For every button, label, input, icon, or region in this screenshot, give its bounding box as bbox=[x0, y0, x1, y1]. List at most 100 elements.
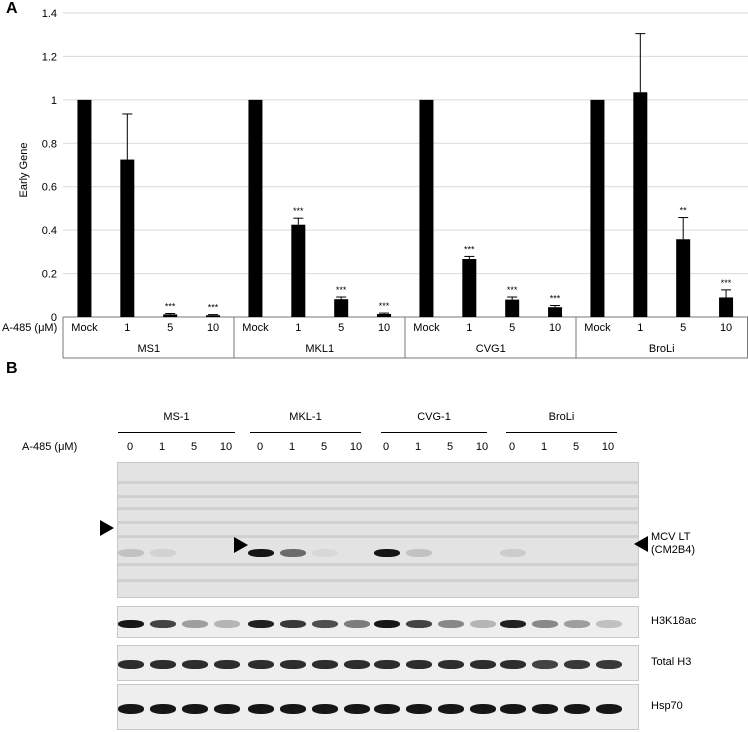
significance-label: *** bbox=[464, 244, 475, 254]
bar bbox=[120, 159, 135, 317]
blot-band bbox=[312, 620, 338, 628]
y-tick-label: 0 bbox=[51, 312, 57, 324]
lane-label: 1 bbox=[540, 441, 548, 453]
lane-label: 5 bbox=[320, 441, 328, 453]
blot-band bbox=[312, 549, 338, 557]
arrowhead-icon bbox=[234, 537, 248, 553]
early-gene-bar-chart: 00.20.40.60.811.21.4 Early Gene *** *****… bbox=[2, 8, 748, 359]
hsp70-blot-strip bbox=[117, 684, 639, 730]
nonspecific-band bbox=[118, 495, 638, 498]
blot-band bbox=[150, 549, 176, 557]
blot-band bbox=[280, 704, 306, 714]
bar bbox=[291, 224, 306, 317]
y-tick-labels: 0 0.2 0.4 0.6 0.8 1 1.2 1.4 bbox=[42, 8, 57, 324]
blot-band bbox=[374, 704, 400, 714]
blot-band bbox=[438, 704, 464, 714]
x-axis-title: A-485 (μM) bbox=[2, 322, 57, 334]
blot-group-line bbox=[118, 432, 235, 433]
category-label: Mock bbox=[584, 322, 611, 334]
h3k18ac-blot-strip bbox=[117, 606, 639, 638]
blot-band bbox=[596, 660, 622, 669]
y-tick-label: 0.2 bbox=[42, 269, 57, 281]
category-label: 1 bbox=[466, 322, 472, 334]
nonspecific-band bbox=[118, 535, 638, 538]
significance-label: *** bbox=[721, 278, 732, 288]
significance-label: *** bbox=[293, 206, 304, 216]
blot-band bbox=[374, 549, 400, 557]
lane-label: 10 bbox=[219, 441, 233, 453]
blot-band bbox=[312, 660, 338, 669]
nonspecific-band bbox=[118, 579, 638, 582]
group-label: MKL1 bbox=[305, 343, 334, 355]
category-label: 10 bbox=[378, 322, 390, 334]
blot-band bbox=[214, 620, 240, 628]
lane-label: 10 bbox=[601, 441, 615, 453]
bar bbox=[719, 297, 734, 317]
blot-band bbox=[406, 620, 432, 628]
blot-band bbox=[500, 660, 526, 669]
lane-label: 5 bbox=[572, 441, 580, 453]
bar bbox=[676, 239, 691, 317]
blot-band bbox=[532, 704, 558, 714]
blot-band bbox=[532, 620, 558, 628]
blot-band bbox=[344, 660, 370, 669]
blot-band bbox=[248, 704, 274, 714]
blot-band bbox=[280, 660, 306, 669]
band-label-hsp70: Hsp70 bbox=[651, 700, 683, 712]
blot-band bbox=[280, 549, 306, 557]
blot-group-label: CVG-1 bbox=[417, 411, 451, 423]
bar bbox=[462, 259, 477, 317]
lane-label: 5 bbox=[190, 441, 198, 453]
blot-band bbox=[214, 704, 240, 714]
significance-label: *** bbox=[379, 301, 390, 311]
band-label-lt: MCV LT bbox=[651, 531, 691, 543]
blot-band bbox=[118, 704, 144, 714]
nonspecific-band bbox=[118, 481, 638, 484]
blot-band bbox=[374, 660, 400, 669]
blot-band bbox=[564, 620, 590, 628]
blot-concentration-label: A-485 (μM) bbox=[22, 441, 78, 453]
category-label: 1 bbox=[637, 322, 643, 334]
blot-band bbox=[470, 620, 496, 628]
category-label: Mock bbox=[413, 322, 440, 334]
blot-group-label: BroLi bbox=[548, 411, 575, 423]
group-label: MS1 bbox=[137, 343, 160, 355]
category-label: Mock bbox=[242, 322, 269, 334]
lane-label: 1 bbox=[158, 441, 166, 453]
lt-blot-strip bbox=[117, 462, 639, 598]
bar bbox=[334, 299, 349, 317]
blot-band bbox=[150, 704, 176, 714]
category-label: Mock bbox=[71, 322, 98, 334]
band-label-lt-antibody: (CM2B4) bbox=[651, 544, 696, 556]
blot-band bbox=[438, 660, 464, 669]
blot-band bbox=[532, 660, 558, 669]
panel-b-label: B bbox=[6, 360, 18, 377]
blot-band bbox=[564, 704, 590, 714]
blot-band bbox=[500, 704, 526, 714]
band-label-h3k18ac: H3K18ac bbox=[651, 615, 697, 627]
blot-band bbox=[312, 704, 338, 714]
blot-group-label: MS-1 bbox=[163, 411, 190, 423]
lane-label: 0 bbox=[256, 441, 264, 453]
blot-band bbox=[406, 549, 432, 557]
blot-band bbox=[500, 549, 526, 557]
y-tick-label: 1 bbox=[51, 95, 57, 107]
group-label: CVG1 bbox=[476, 343, 506, 355]
arrowhead-icon bbox=[100, 520, 114, 536]
y-tick-label: 1.4 bbox=[42, 8, 57, 20]
category-label: 10 bbox=[207, 322, 219, 334]
group-label: BroLi bbox=[649, 343, 675, 355]
blot-band bbox=[596, 704, 622, 714]
blot-group-label: MKL-1 bbox=[289, 411, 322, 423]
blot-band bbox=[470, 704, 496, 714]
blot-band bbox=[374, 620, 400, 628]
blot-band bbox=[280, 620, 306, 628]
category-label: 5 bbox=[338, 322, 344, 334]
category-label: 1 bbox=[295, 322, 301, 334]
significance-label: *** bbox=[507, 285, 518, 295]
band-label-total-h3: Total H3 bbox=[651, 656, 692, 668]
bar bbox=[206, 315, 221, 317]
category-label: 10 bbox=[549, 322, 561, 334]
category-label: 1 bbox=[124, 322, 130, 334]
bar bbox=[419, 99, 434, 317]
